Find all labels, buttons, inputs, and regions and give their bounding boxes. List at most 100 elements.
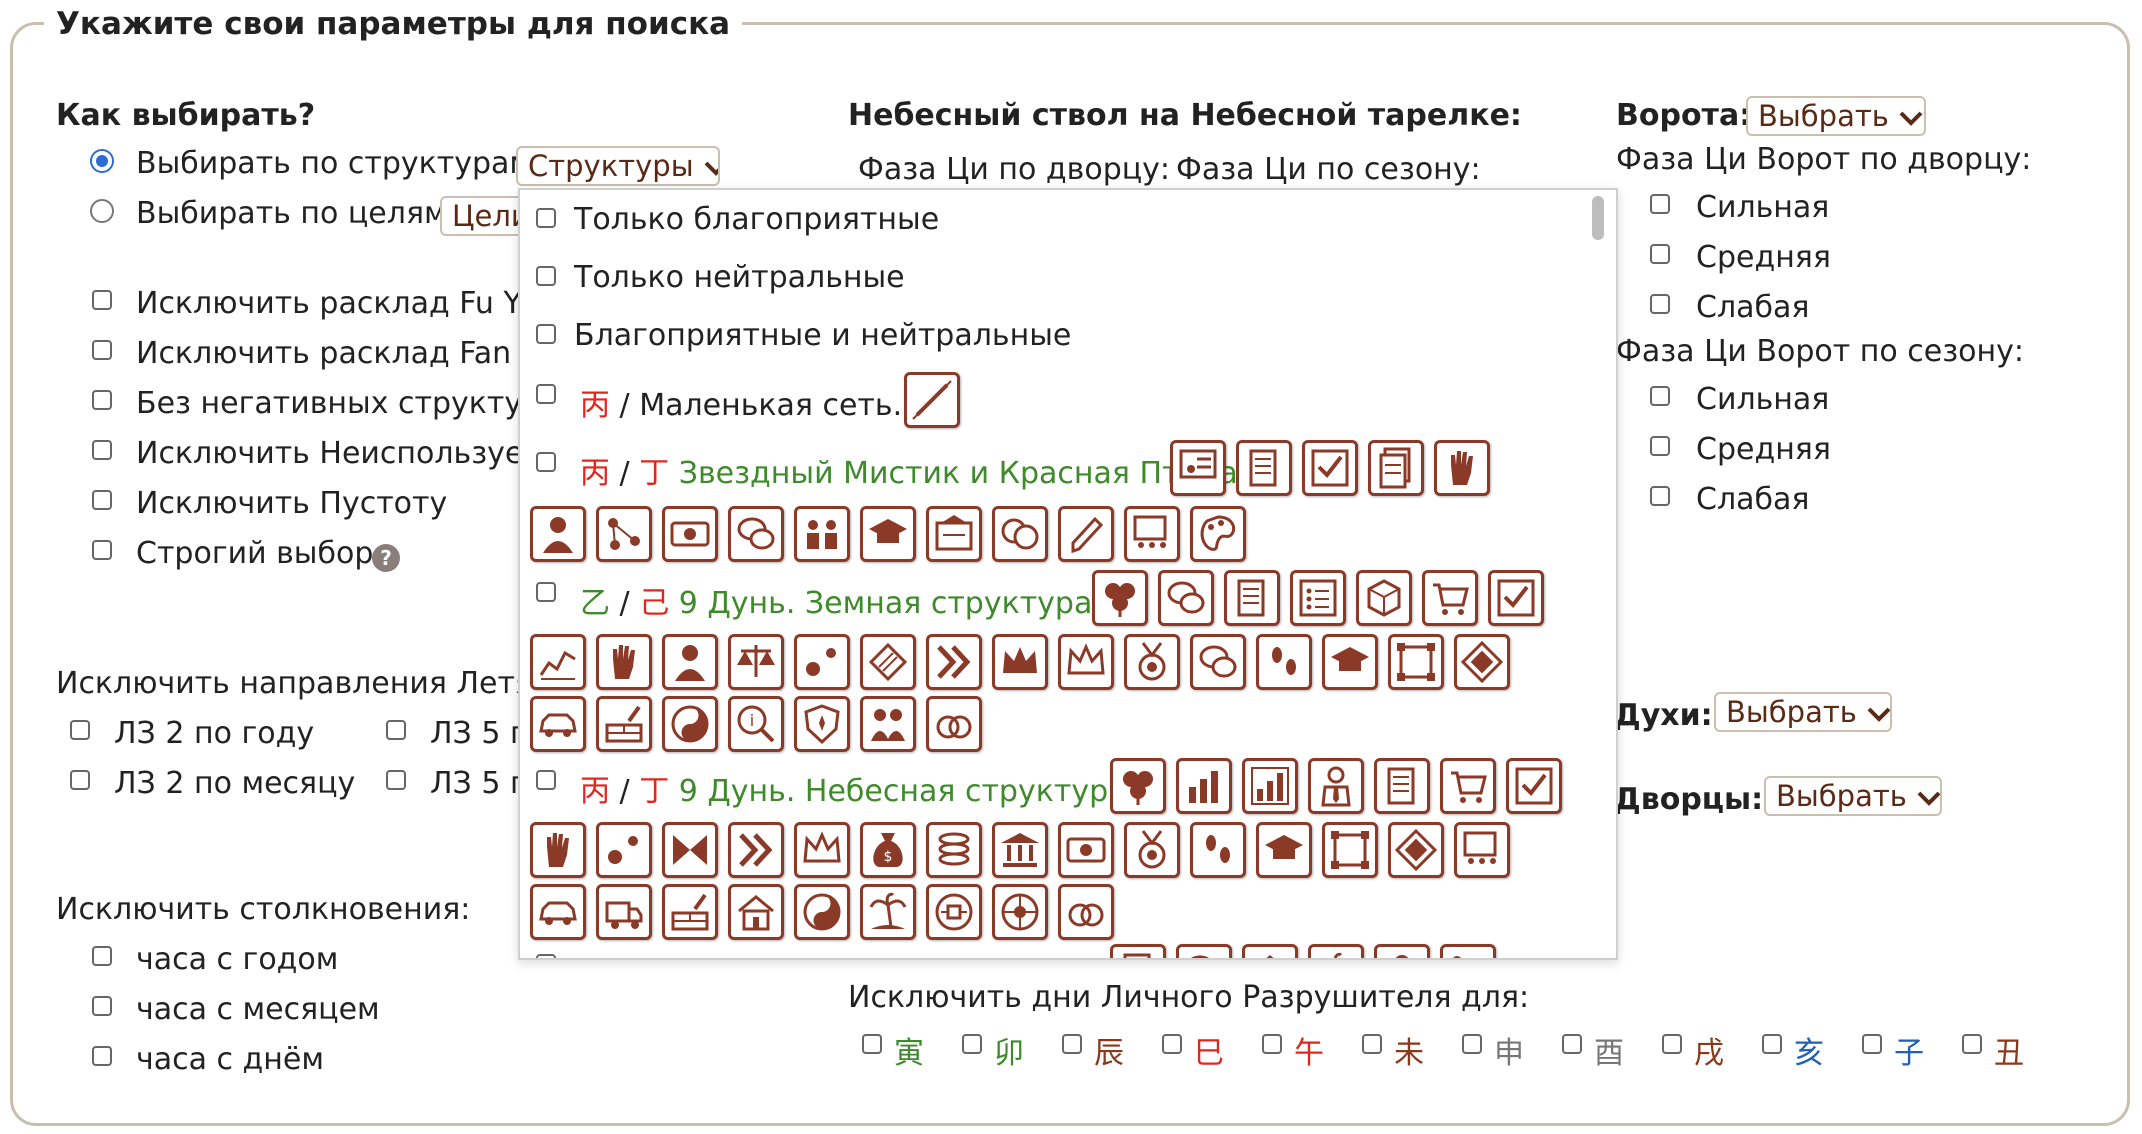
money-icon[interactable] [1058,822,1114,878]
pen-icon[interactable] [1058,506,1114,562]
cb-clash-year[interactable] [92,946,112,966]
list-icon[interactable] [1290,570,1346,626]
cb-structure-earth[interactable] [536,582,556,602]
cb-only-neutral[interactable] [536,266,556,286]
destroyer-branch-checkbox[interactable] [1262,1034,1282,1054]
mandala-icon[interactable] [992,884,1048,940]
radio-by-structures[interactable] [90,149,114,173]
money-icon[interactable] [662,506,718,562]
network-icon[interactable] [1440,944,1496,958]
person-icon[interactable] [530,506,586,562]
chat-icon[interactable] [1158,570,1214,626]
shield-icon[interactable] [794,696,850,752]
car-icon[interactable] [530,884,586,940]
palaces-select[interactable]: Выбрать [1764,776,1942,816]
destroyer-branch-checkbox[interactable] [1862,1034,1882,1054]
how-option-checkbox[interactable] [92,440,112,460]
knot-icon[interactable] [1388,822,1444,878]
scales-icon[interactable] [728,634,784,690]
dropdown-scrollbar[interactable] [1592,196,1604,240]
frame-icon[interactable] [1388,634,1444,690]
destroyer-branch-checkbox[interactable] [1762,1034,1782,1054]
cap-icon[interactable] [860,506,916,562]
destroyer-branch-checkbox[interactable] [1362,1034,1382,1054]
medal-icon[interactable] [1124,634,1180,690]
palm-icon[interactable] [860,884,916,940]
how-option-checkbox[interactable] [92,290,112,310]
graph-icon[interactable] [530,634,586,690]
hand-icon[interactable] [596,634,652,690]
rings-icon[interactable] [926,696,982,752]
docs-icon[interactable] [1368,440,1424,496]
cb-structure-mystic[interactable] [536,452,556,472]
how-option-checkbox[interactable] [92,490,112,510]
gate-season-level-checkbox[interactable] [1650,386,1670,406]
yinyang-icon[interactable] [662,696,718,752]
frame-icon[interactable] [1322,822,1378,878]
destroyer-branch-checkbox[interactable] [862,1034,882,1054]
feet-icon[interactable] [1256,634,1312,690]
hand-icon[interactable] [530,822,586,878]
couple-icon[interactable] [860,696,916,752]
cart-icon[interactable] [1440,758,1496,814]
destroyer-branch-checkbox[interactable] [1662,1034,1682,1054]
check-icon[interactable] [1506,758,1562,814]
destroyer-branch-checkbox[interactable] [1462,1034,1482,1054]
cb-clash-month[interactable] [92,996,112,1016]
rings-icon[interactable] [1058,884,1114,940]
board-icon[interactable] [1454,822,1510,878]
bowtie-icon[interactable] [662,822,718,878]
doc-icon[interactable] [1236,440,1292,496]
cart-icon[interactable] [1422,570,1478,626]
cube-icon[interactable] [1356,570,1412,626]
clover-icon[interactable] [1110,758,1166,814]
check-icon[interactable] [1488,570,1544,626]
presenter-icon[interactable] [1170,440,1226,496]
structures-dropdown-panel[interactable]: Только благоприятные Только нейтральные … [518,188,1618,960]
palm-icon[interactable] [1308,944,1364,958]
structures-select[interactable]: Структуры [516,146,720,186]
cb-only-favorable[interactable] [536,208,556,228]
person-icon[interactable] [662,634,718,690]
brick-icon[interactable] [596,696,652,752]
gates-select[interactable]: Выбрать [1746,96,1926,136]
spirits-select[interactable]: Выбрать [1714,692,1892,732]
crownline-icon[interactable] [794,822,850,878]
clover-icon[interactable] [1092,570,1148,626]
dots-icon[interactable] [596,822,652,878]
diploma-icon[interactable] [926,506,982,562]
chat-icon[interactable] [1176,944,1232,958]
coins-icon[interactable] [926,822,982,878]
tie-icon[interactable] [1308,758,1364,814]
how-option-checkbox[interactable] [92,390,112,410]
cb-flying-5-month[interactable] [386,770,406,790]
yinyang-icon[interactable] [794,884,850,940]
doc-icon[interactable] [1224,570,1280,626]
doc-icon[interactable] [1110,944,1166,958]
info-icon[interactable]: i [728,696,784,752]
cap-icon[interactable] [1322,634,1378,690]
crownline-icon[interactable] [1058,634,1114,690]
cb-flying-2-month[interactable] [70,770,90,790]
board-icon[interactable] [1124,506,1180,562]
moneybag-icon[interactable]: $ [860,822,916,878]
how-option-checkbox[interactable] [92,340,112,360]
destroyer-branch-checkbox[interactable] [1162,1034,1182,1054]
hand-icon[interactable] [1434,440,1490,496]
coin-icon[interactable] [926,884,982,940]
chevrons-icon[interactable] [926,634,982,690]
stripes-icon[interactable] [860,634,916,690]
person-icon[interactable] [1374,944,1430,958]
house-icon[interactable] [728,884,784,940]
check-icon[interactable] [1302,440,1358,496]
crown-icon[interactable] [992,634,1048,690]
brick-icon[interactable] [662,884,718,940]
gate-palace-level-checkbox[interactable] [1650,294,1670,314]
knot-icon[interactable] [1454,634,1510,690]
cb-flying-5-year[interactable] [386,720,406,740]
cb-clash-day[interactable] [92,1046,112,1066]
car-icon[interactable] [530,696,586,752]
gate-palace-level-checkbox[interactable] [1650,244,1670,264]
barsframe-icon[interactable] [1242,758,1298,814]
house-icon[interactable] [1242,944,1298,958]
